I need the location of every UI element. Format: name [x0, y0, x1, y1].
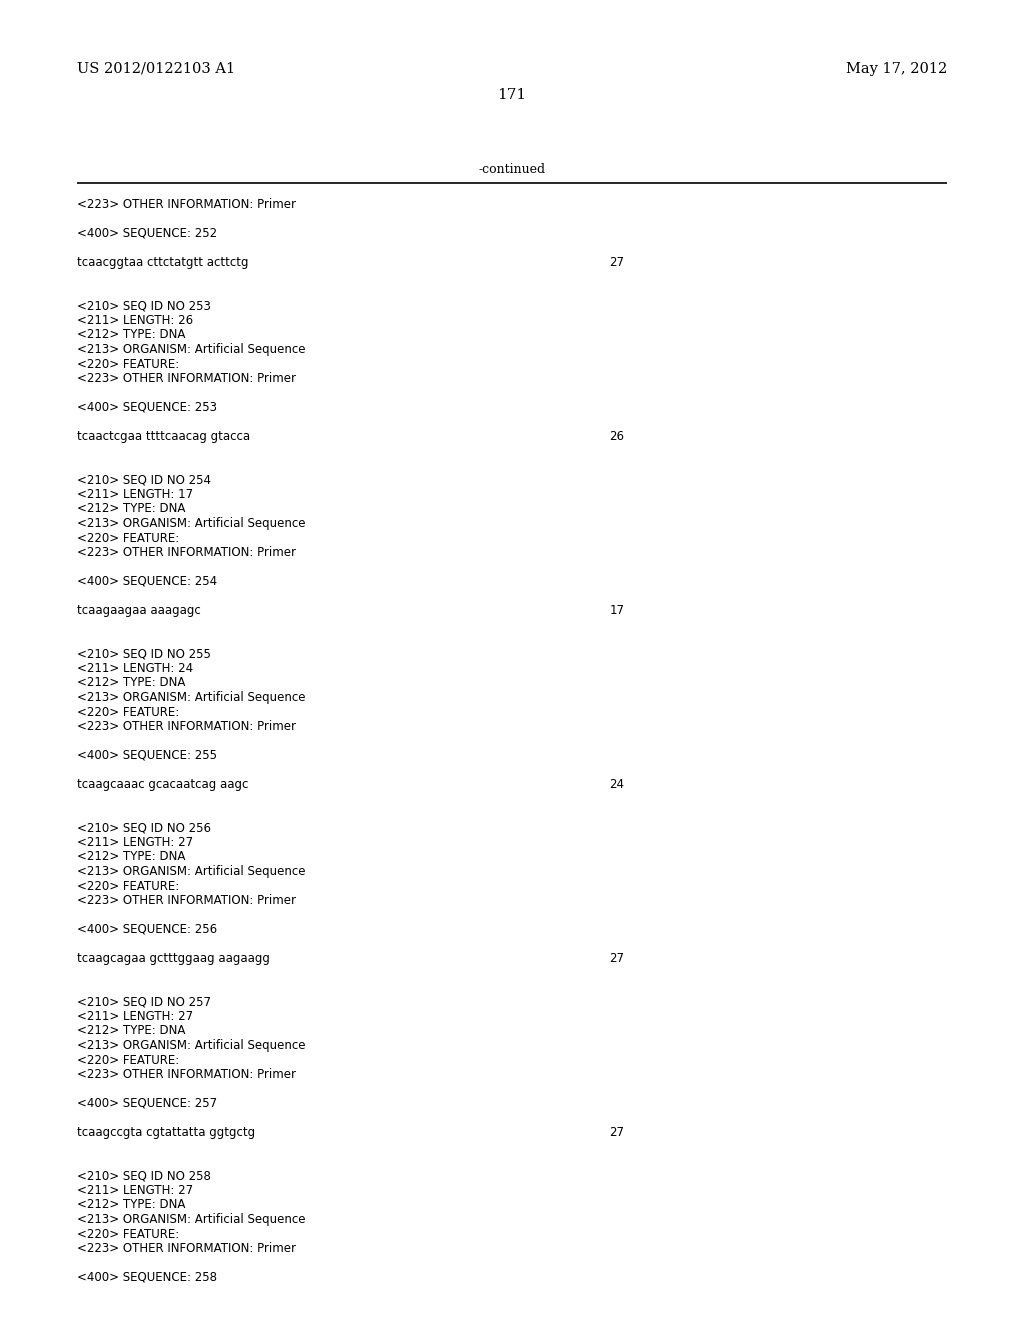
- Text: 27: 27: [609, 1126, 625, 1139]
- Text: <210> SEQ ID NO 254: <210> SEQ ID NO 254: [77, 474, 211, 487]
- Text: 171: 171: [498, 88, 526, 102]
- Text: May 17, 2012: May 17, 2012: [846, 62, 947, 77]
- Text: tcaagaagaa aaagagc: tcaagaagaa aaagagc: [77, 605, 201, 616]
- Text: <223> OTHER INFORMATION: Primer: <223> OTHER INFORMATION: Primer: [77, 894, 296, 907]
- Text: <213> ORGANISM: Artificial Sequence: <213> ORGANISM: Artificial Sequence: [77, 865, 305, 878]
- Text: <400> SEQUENCE: 256: <400> SEQUENCE: 256: [77, 923, 217, 936]
- Text: <212> TYPE: DNA: <212> TYPE: DNA: [77, 1024, 185, 1038]
- Text: <400> SEQUENCE: 258: <400> SEQUENCE: 258: [77, 1271, 217, 1284]
- Text: <212> TYPE: DNA: <212> TYPE: DNA: [77, 503, 185, 516]
- Text: US 2012/0122103 A1: US 2012/0122103 A1: [77, 62, 234, 77]
- Text: 17: 17: [609, 605, 625, 616]
- Text: tcaagcaaac gcacaatcag aagc: tcaagcaaac gcacaatcag aagc: [77, 777, 248, 791]
- Text: <211> LENGTH: 24: <211> LENGTH: 24: [77, 663, 193, 675]
- Text: <223> OTHER INFORMATION: Primer: <223> OTHER INFORMATION: Primer: [77, 1242, 296, 1255]
- Text: 24: 24: [609, 777, 625, 791]
- Text: <212> TYPE: DNA: <212> TYPE: DNA: [77, 676, 185, 689]
- Text: <400> SEQUENCE: 253: <400> SEQUENCE: 253: [77, 401, 217, 414]
- Text: tcaagcagaa gctttggaag aagaagg: tcaagcagaa gctttggaag aagaagg: [77, 952, 269, 965]
- Text: <211> LENGTH: 27: <211> LENGTH: 27: [77, 1010, 193, 1023]
- Text: <210> SEQ ID NO 255: <210> SEQ ID NO 255: [77, 648, 211, 660]
- Text: 27: 27: [609, 952, 625, 965]
- Text: <223> OTHER INFORMATION: Primer: <223> OTHER INFORMATION: Primer: [77, 719, 296, 733]
- Text: <223> OTHER INFORMATION: Primer: <223> OTHER INFORMATION: Primer: [77, 546, 296, 558]
- Text: -continued: -continued: [478, 162, 546, 176]
- Text: <400> SEQUENCE: 252: <400> SEQUENCE: 252: [77, 227, 217, 240]
- Text: <212> TYPE: DNA: <212> TYPE: DNA: [77, 329, 185, 342]
- Text: <210> SEQ ID NO 257: <210> SEQ ID NO 257: [77, 995, 211, 1008]
- Text: <400> SEQUENCE: 254: <400> SEQUENCE: 254: [77, 576, 217, 587]
- Text: <400> SEQUENCE: 255: <400> SEQUENCE: 255: [77, 748, 217, 762]
- Text: <210> SEQ ID NO 256: <210> SEQ ID NO 256: [77, 821, 211, 834]
- Text: <223> OTHER INFORMATION: Primer: <223> OTHER INFORMATION: Primer: [77, 198, 296, 211]
- Text: <213> ORGANISM: Artificial Sequence: <213> ORGANISM: Artificial Sequence: [77, 690, 305, 704]
- Text: <220> FEATURE:: <220> FEATURE:: [77, 358, 179, 371]
- Text: 26: 26: [609, 430, 625, 444]
- Text: <223> OTHER INFORMATION: Primer: <223> OTHER INFORMATION: Primer: [77, 1068, 296, 1081]
- Text: <220> FEATURE:: <220> FEATURE:: [77, 879, 179, 892]
- Text: <210> SEQ ID NO 253: <210> SEQ ID NO 253: [77, 300, 211, 313]
- Text: tcaagccgta cgtattatta ggtgctg: tcaagccgta cgtattatta ggtgctg: [77, 1126, 255, 1139]
- Text: tcaactcgaa ttttcaacag gtacca: tcaactcgaa ttttcaacag gtacca: [77, 430, 250, 444]
- Text: <210> SEQ ID NO 258: <210> SEQ ID NO 258: [77, 1170, 211, 1183]
- Text: <400> SEQUENCE: 257: <400> SEQUENCE: 257: [77, 1097, 217, 1110]
- Text: <211> LENGTH: 27: <211> LENGTH: 27: [77, 1184, 193, 1197]
- Text: <220> FEATURE:: <220> FEATURE:: [77, 1053, 179, 1067]
- Text: <220> FEATURE:: <220> FEATURE:: [77, 532, 179, 544]
- Text: <211> LENGTH: 27: <211> LENGTH: 27: [77, 836, 193, 849]
- Text: <211> LENGTH: 17: <211> LENGTH: 17: [77, 488, 193, 502]
- Text: <213> ORGANISM: Artificial Sequence: <213> ORGANISM: Artificial Sequence: [77, 1039, 305, 1052]
- Text: <223> OTHER INFORMATION: Primer: <223> OTHER INFORMATION: Primer: [77, 372, 296, 385]
- Text: tcaacggtaa cttctatgtt acttctg: tcaacggtaa cttctatgtt acttctg: [77, 256, 248, 269]
- Text: <213> ORGANISM: Artificial Sequence: <213> ORGANISM: Artificial Sequence: [77, 1213, 305, 1226]
- Text: <212> TYPE: DNA: <212> TYPE: DNA: [77, 1199, 185, 1212]
- Text: 27: 27: [609, 256, 625, 269]
- Text: <213> ORGANISM: Artificial Sequence: <213> ORGANISM: Artificial Sequence: [77, 517, 305, 531]
- Text: <220> FEATURE:: <220> FEATURE:: [77, 705, 179, 718]
- Text: <220> FEATURE:: <220> FEATURE:: [77, 1228, 179, 1241]
- Text: <211> LENGTH: 26: <211> LENGTH: 26: [77, 314, 193, 327]
- Text: <213> ORGANISM: Artificial Sequence: <213> ORGANISM: Artificial Sequence: [77, 343, 305, 356]
- Text: <212> TYPE: DNA: <212> TYPE: DNA: [77, 850, 185, 863]
